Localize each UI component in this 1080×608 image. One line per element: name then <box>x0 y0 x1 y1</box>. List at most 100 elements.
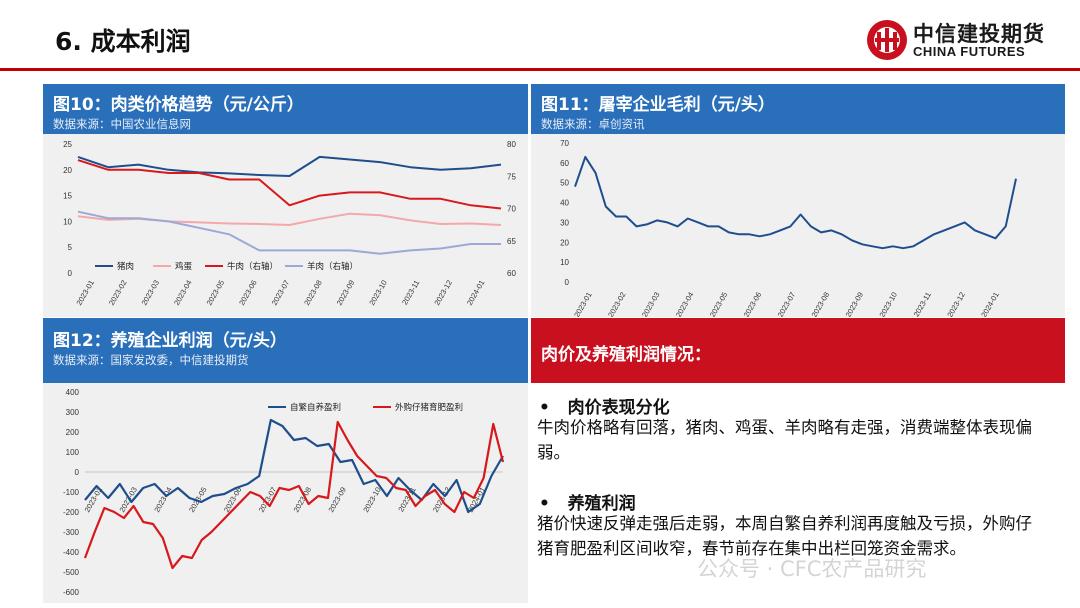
y-tick-label: 15 <box>63 192 72 201</box>
y-tick-label: 100 <box>66 448 80 457</box>
y-tick-label: 200 <box>66 428 80 437</box>
legend-label: 鸡蛋 <box>175 261 193 271</box>
series-line-0 <box>574 155 1017 250</box>
logo-chinese-text: 中信建投期货 <box>913 22 1045 46</box>
x-tick-label: 2023-08 <box>810 291 832 318</box>
x-tick-label: 2023-03 <box>140 279 162 307</box>
bullet-1-title: • 肉价表现分化 <box>539 398 670 418</box>
y-tick-label: 300 <box>66 408 80 417</box>
x-tick-label: 2023-07 <box>776 291 798 318</box>
analysis-body: • 肉价表现分化 牛肉价格略有回落，猪肉、鸡蛋、羊肉略有走强，消费端整体表现偏弱… <box>531 383 1065 603</box>
y-tick-label: 20 <box>63 166 72 175</box>
page-title: 6. 成本利润 <box>55 27 191 56</box>
x-tick-label: 2023-12 <box>945 291 967 318</box>
x-tick-label: 2023-04 <box>674 291 696 318</box>
fig12-source: 数据来源：国家发改委，中信建投期货 <box>53 353 249 367</box>
bullet-2-title-text: 养殖利润 <box>567 494 636 514</box>
fig10-header: 图10：肉类价格趋势（元/公斤） 数据来源：中国农业信息网 <box>43 84 528 134</box>
x-tick-label: 2023-10 <box>367 279 389 307</box>
fig10-title: 图10：肉类价格趋势（元/公斤） <box>53 95 304 115</box>
legend-label: 自繁自养盈利 <box>290 402 341 412</box>
fig12-header: 图12：养殖企业利润（元/头） 数据来源：国家发改委，中信建投期货 <box>43 318 528 383</box>
bullet-2-text: 猪价快速反弹走强后走弱，本周自繁自养利润再度触及亏损，外购仔猪育肥盈利区间收窄，… <box>537 514 1032 558</box>
logo-emblem-icon <box>867 20 907 60</box>
fig12-chart-area: 400 300 200 100 0 -100 -200 -300 -400 -500 -600 202… <box>43 383 528 603</box>
fig11-title: 图11：屠宰企业毛利（元/头） <box>541 95 775 115</box>
y-tick-label: 0 <box>68 269 73 278</box>
bullet-2-title: • 养殖利润 <box>539 494 636 514</box>
y2-tick-label: 60 <box>507 269 516 278</box>
logo-english-text: CHINA FUTURES <box>913 44 1026 59</box>
x-tick-label: 2024-01 <box>465 279 487 307</box>
x-tick-label: 2023-08 <box>292 486 314 514</box>
x-tick-label: 2023-08 <box>302 279 324 307</box>
x-tick-label: 2023-05 <box>205 279 227 307</box>
fig11-source: 数据来源：卓创资讯 <box>541 117 645 131</box>
fig10-chart-area: 25 20 15 10 5 0 80 75 70 65 60 2023-01 2023-02 2023-0… <box>43 134 528 317</box>
y-tick-label: 25 <box>63 140 72 149</box>
fig11-chart-area: 70 60 50 40 30 20 10 0 2023-01 2023-02 2023-03 2023… <box>531 134 1065 319</box>
x-tick-label: 2023-05 <box>708 291 730 318</box>
x-tick-label: 2023-12 <box>432 279 454 307</box>
y-tick-label: 10 <box>560 258 569 267</box>
y-tick-label: 400 <box>66 388 80 397</box>
series-line-2 <box>77 159 502 210</box>
legend-label: 外购仔猪育肥盈利 <box>395 402 463 412</box>
y-tick-label: -200 <box>63 508 80 517</box>
y-tick-label: -400 <box>63 548 80 557</box>
x-tick-label: 2023-09 <box>844 291 866 318</box>
x-tick-label: 2023-03 <box>640 291 662 318</box>
series-line-0 <box>77 155 502 177</box>
y-tick-label: 30 <box>560 218 569 227</box>
y2-tick-label: 65 <box>507 237 516 246</box>
y2-tick-label: 75 <box>507 172 516 181</box>
y-tick-label: 20 <box>560 238 569 247</box>
y-tick-label: 5 <box>68 243 73 252</box>
series-line-1 <box>83 420 505 570</box>
series-line-0 <box>84 418 504 514</box>
y-tick-label: 40 <box>560 199 569 208</box>
x-tick-label: 2023-10 <box>361 486 383 514</box>
x-tick-label: 2023-04 <box>172 279 194 307</box>
series-line-3 <box>77 210 501 255</box>
analysis-header: 肉价及养殖利润情况： <box>531 318 1065 383</box>
y-tick-label: 60 <box>560 159 569 168</box>
y-tick-label: 10 <box>63 217 72 226</box>
x-tick-label: 2023-11 <box>912 291 933 318</box>
y-tick-label: 70 <box>560 139 569 148</box>
y-tick-label: -100 <box>63 488 80 497</box>
analysis-title: 肉价及养殖利润情况： <box>541 345 711 365</box>
legend-label: 羊肉（右轴） <box>307 261 358 271</box>
x-tick-label: 2023-07 <box>270 279 292 307</box>
bullet-1-text: 牛肉价格略有回落，猪肉、鸡蛋、羊肉略有走强，消费端整体表现偏弱。 <box>537 418 1032 462</box>
x-tick-label: 2023-06 <box>742 291 764 318</box>
y-tick-label: -600 <box>63 588 80 597</box>
y-tick-label: 0 <box>75 468 80 477</box>
watermark: 公众号 · CFC农产品研究 <box>697 557 927 581</box>
fig10-chart: 25 20 15 10 5 0 80 75 70 65 60 2023-01 2023-02 2023-0… <box>63 140 516 307</box>
y-tick-label: 0 <box>565 278 570 287</box>
x-tick-label: 2023-10 <box>877 291 899 318</box>
fig10-source: 数据来源：中国农业信息网 <box>53 117 191 131</box>
x-tick-label: 2023-01 <box>74 279 96 307</box>
y2-tick-label: 80 <box>507 140 516 149</box>
x-tick-label: 2023-07 <box>257 486 279 514</box>
legend-label: 猪肉 <box>117 261 134 271</box>
fig11-header: 图11：屠宰企业毛利（元/头） 数据来源：卓创资讯 <box>531 84 1065 134</box>
x-tick-label: 2023-11 <box>400 279 421 307</box>
x-tick-label: 2023-02 <box>107 279 129 307</box>
y-tick-label: -500 <box>63 568 80 577</box>
x-tick-label: 2023-09 <box>335 279 357 307</box>
y-tick-label: -300 <box>63 528 80 537</box>
legend-label: 牛肉（右轴） <box>227 261 278 271</box>
china-futures-logo: 中信建投期货 CHINA FUTURES <box>865 18 1065 62</box>
y2-tick-label: 70 <box>507 205 516 214</box>
x-tick-label: 2023-02 <box>606 291 628 318</box>
x-tick-label: 2024-01 <box>979 291 1001 318</box>
fig12-chart: 400 300 200 100 0 -100 -200 -300 -400 -500 -600 202… <box>63 388 505 597</box>
header-divider <box>0 68 1080 71</box>
x-tick-label: 2023-04 <box>152 486 174 514</box>
bullet-1-title-text: 肉价表现分化 <box>567 398 670 418</box>
x-tick-label: 2024-01 <box>466 486 488 514</box>
